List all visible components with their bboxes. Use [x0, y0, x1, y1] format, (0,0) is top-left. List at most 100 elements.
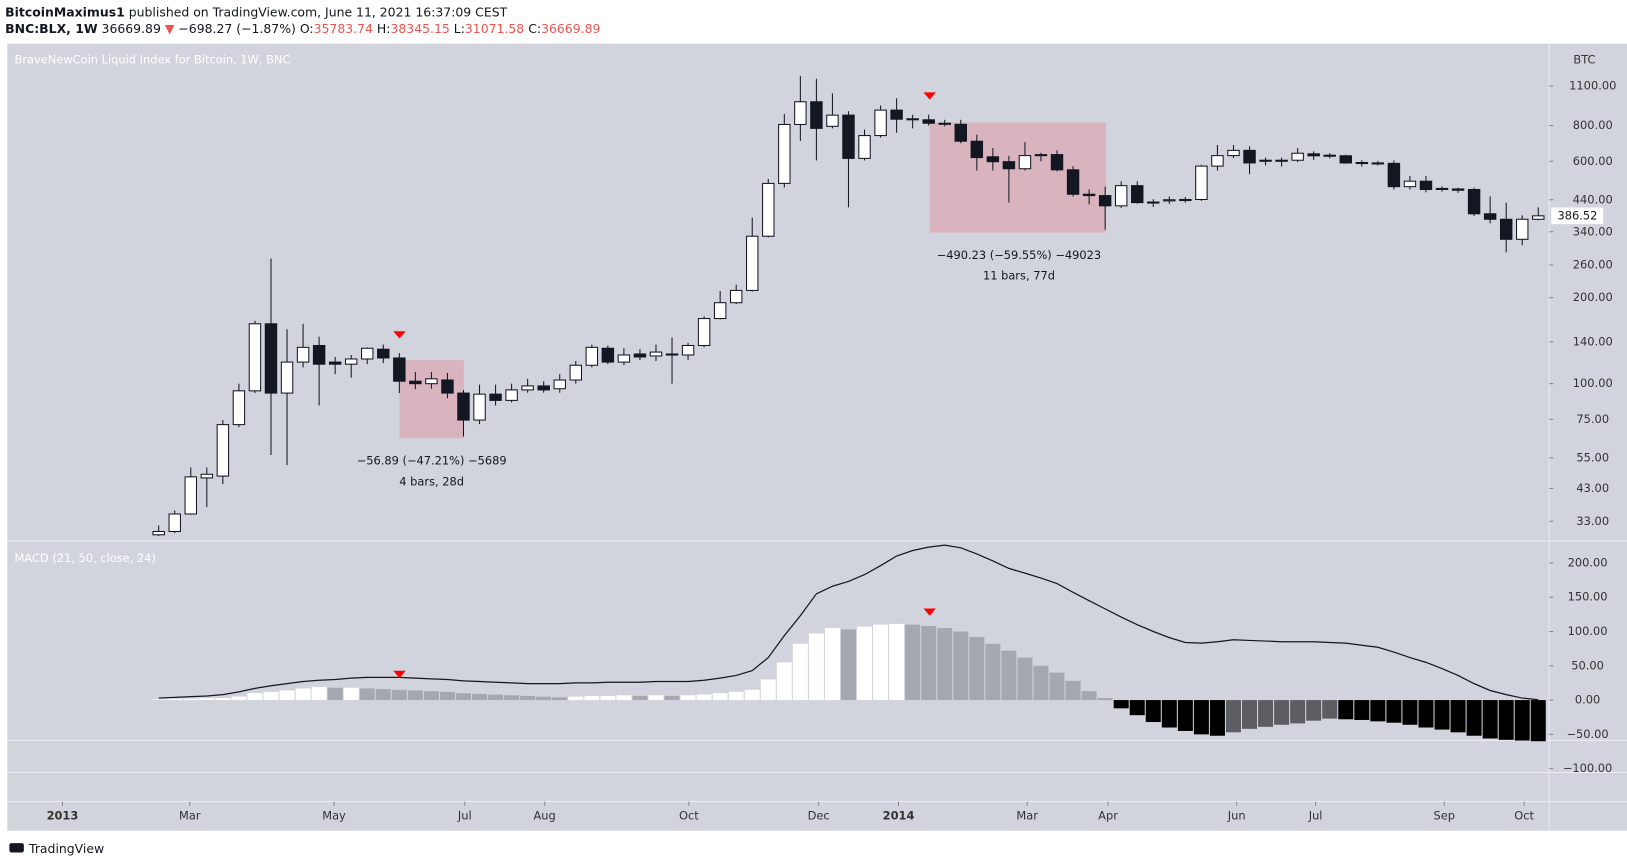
- y-tick-label: 75.00: [1576, 412, 1609, 426]
- change: −698.27 (−1.87%): [178, 21, 295, 36]
- histogram-bar: [215, 698, 231, 701]
- histogram-bar: [696, 694, 712, 701]
- candle-body: [280, 361, 294, 394]
- candle-body: [1483, 213, 1497, 220]
- histogram-bar: [1498, 700, 1514, 740]
- candle-body: [264, 323, 278, 394]
- y-tick-label: 100.00: [1573, 376, 1613, 390]
- histogram-bar: [1514, 700, 1530, 741]
- histogram-bar: [327, 687, 343, 701]
- indicator-title: MACD (21, 50, close, 24): [15, 551, 156, 565]
- ohlc-value: 31071.58: [465, 21, 524, 36]
- signal-marker: [923, 608, 936, 616]
- chart-title: BraveNewCoin Liquid Index for Bitcoin, 1…: [15, 53, 291, 67]
- x-tick-label: 2013: [47, 809, 79, 823]
- candle-body: [1371, 162, 1385, 165]
- candle-body: [232, 390, 246, 426]
- symbol: BNC:BLX, 1W: [5, 21, 98, 36]
- histogram-bar: [616, 695, 632, 701]
- candle-body: [152, 530, 165, 536]
- candle-body: [986, 156, 1000, 163]
- histogram-bar: [1338, 700, 1354, 720]
- histogram-bar: [1322, 700, 1338, 719]
- candle-body: [489, 393, 502, 401]
- candle-body: [168, 513, 181, 532]
- candle-body: [1195, 165, 1208, 200]
- candle-body: [1403, 180, 1417, 188]
- x-tick-label: Aug: [534, 809, 556, 823]
- candle-body: [810, 101, 823, 129]
- y-tick-label: 100.00: [1568, 624, 1608, 638]
- candle-body: [794, 101, 807, 125]
- candle-body: [1018, 155, 1032, 170]
- candle-body: [425, 378, 438, 385]
- histogram-bar: [889, 623, 905, 701]
- candle-body: [826, 114, 839, 127]
- histogram-bar: [423, 691, 439, 701]
- histogram-bar: [712, 693, 728, 701]
- y-tick-label: −50.00: [1566, 727, 1608, 741]
- candle-body: [1163, 199, 1176, 202]
- histogram-bar: [1081, 691, 1097, 701]
- candle-body: [1419, 180, 1433, 190]
- histogram-bar: [600, 695, 616, 701]
- y-tick-label: 260.00: [1573, 258, 1613, 272]
- logo-icon: [9, 843, 24, 853]
- candle-body: [1355, 161, 1369, 165]
- histogram-bar: [1161, 700, 1177, 728]
- y-tick-label: 600.00: [1573, 154, 1613, 168]
- histogram-bar: [231, 696, 247, 701]
- candle-body: [312, 344, 326, 365]
- signal-marker: [923, 92, 936, 100]
- candle-body: [537, 385, 550, 391]
- candle-body: [713, 302, 727, 320]
- candle-body: [1259, 159, 1272, 162]
- histogram-bar: [776, 662, 792, 701]
- histogram-bar: [808, 633, 824, 701]
- candle-body: [1211, 155, 1224, 167]
- candle-body: [1275, 159, 1288, 162]
- histogram-bar: [921, 626, 937, 701]
- y-tick-label: 43.00: [1576, 481, 1609, 495]
- histogram-bar: [1370, 700, 1386, 722]
- x-tick-label: Oct: [1514, 809, 1534, 823]
- candle-body: [665, 353, 679, 356]
- histogram-bar: [584, 695, 600, 701]
- y-tick-label: 33.00: [1576, 514, 1609, 528]
- candle-body: [922, 119, 935, 124]
- measure-label: −56.89 (−47.21%) −5689: [357, 454, 507, 468]
- candle-body: [874, 109, 887, 137]
- ohlc-value: 38345.15: [390, 21, 449, 36]
- candle-body: [729, 289, 743, 304]
- histogram-bar: [472, 693, 488, 701]
- histogram-bar: [568, 696, 584, 701]
- change-arrow: ▼: [165, 21, 175, 36]
- histogram-bar: [1209, 700, 1225, 736]
- histogram-bar: [247, 693, 263, 701]
- candle-body: [409, 380, 422, 385]
- y-tick-label: 800.00: [1573, 118, 1613, 132]
- histogram-bar: [520, 695, 536, 701]
- candle-body: [858, 135, 871, 159]
- candle-body: [1467, 188, 1481, 215]
- x-tick-label: 2014: [883, 809, 915, 823]
- candle-body: [1066, 169, 1080, 195]
- histogram-bar: [359, 688, 375, 701]
- y-tick-label: 340.00: [1573, 224, 1613, 238]
- x-tick-label: Mar: [1016, 809, 1038, 823]
- histogram-bar: [199, 698, 215, 701]
- y-tick-label: 200.00: [1568, 555, 1608, 569]
- candle-body: [954, 123, 967, 142]
- histogram-bar: [792, 643, 808, 701]
- histogram-bar: [343, 687, 359, 701]
- histogram-bar: [455, 693, 471, 701]
- histogram-bar: [985, 643, 1001, 701]
- ohlc-label: L:: [454, 21, 465, 36]
- histogram-bar: [824, 628, 840, 701]
- candle-body: [1227, 149, 1240, 157]
- y-tick-label: 440.00: [1573, 192, 1613, 206]
- ohlc-value: 35783.74: [314, 21, 373, 36]
- histogram-bar: [1466, 700, 1482, 736]
- y-tick-label: 200.00: [1573, 290, 1613, 304]
